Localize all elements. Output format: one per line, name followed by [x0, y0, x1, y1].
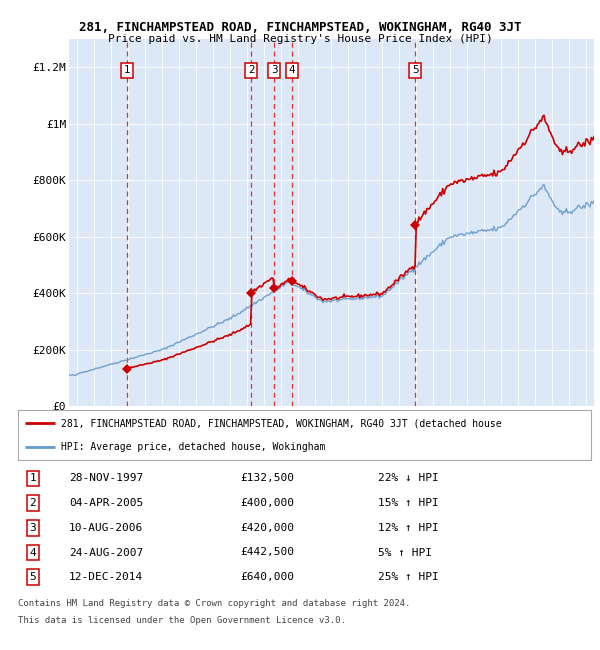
- Text: Price paid vs. HM Land Registry's House Price Index (HPI): Price paid vs. HM Land Registry's House …: [107, 34, 493, 44]
- Text: 2: 2: [29, 498, 37, 508]
- Text: 1: 1: [124, 65, 130, 75]
- Text: 12% ↑ HPI: 12% ↑ HPI: [378, 523, 439, 533]
- Text: 4: 4: [289, 65, 295, 75]
- Text: 5: 5: [29, 572, 37, 582]
- Text: £640,000: £640,000: [240, 572, 294, 582]
- Text: £400,000: £400,000: [240, 498, 294, 508]
- Text: 2: 2: [248, 65, 255, 75]
- Text: 5: 5: [412, 65, 419, 75]
- Text: 5% ↑ HPI: 5% ↑ HPI: [378, 547, 432, 558]
- Text: Contains HM Land Registry data © Crown copyright and database right 2024.: Contains HM Land Registry data © Crown c…: [18, 599, 410, 608]
- Text: 04-APR-2005: 04-APR-2005: [69, 498, 143, 508]
- Text: 22% ↓ HPI: 22% ↓ HPI: [378, 473, 439, 484]
- Text: 25% ↑ HPI: 25% ↑ HPI: [378, 572, 439, 582]
- Text: 3: 3: [29, 523, 37, 533]
- Text: 12-DEC-2014: 12-DEC-2014: [69, 572, 143, 582]
- Text: 4: 4: [29, 547, 37, 558]
- Text: £132,500: £132,500: [240, 473, 294, 484]
- Text: 28-NOV-1997: 28-NOV-1997: [69, 473, 143, 484]
- Text: £442,500: £442,500: [240, 547, 294, 558]
- Text: 281, FINCHAMPSTEAD ROAD, FINCHAMPSTEAD, WOKINGHAM, RG40 3JT (detached house: 281, FINCHAMPSTEAD ROAD, FINCHAMPSTEAD, …: [61, 419, 502, 428]
- Text: HPI: Average price, detached house, Wokingham: HPI: Average price, detached house, Woki…: [61, 442, 325, 452]
- Text: 24-AUG-2007: 24-AUG-2007: [69, 547, 143, 558]
- Text: 3: 3: [271, 65, 278, 75]
- Text: 281, FINCHAMPSTEAD ROAD, FINCHAMPSTEAD, WOKINGHAM, RG40 3JT: 281, FINCHAMPSTEAD ROAD, FINCHAMPSTEAD, …: [79, 21, 521, 34]
- Text: This data is licensed under the Open Government Licence v3.0.: This data is licensed under the Open Gov…: [18, 616, 346, 625]
- Text: 10-AUG-2006: 10-AUG-2006: [69, 523, 143, 533]
- Text: 15% ↑ HPI: 15% ↑ HPI: [378, 498, 439, 508]
- Text: £420,000: £420,000: [240, 523, 294, 533]
- Text: 1: 1: [29, 473, 37, 484]
